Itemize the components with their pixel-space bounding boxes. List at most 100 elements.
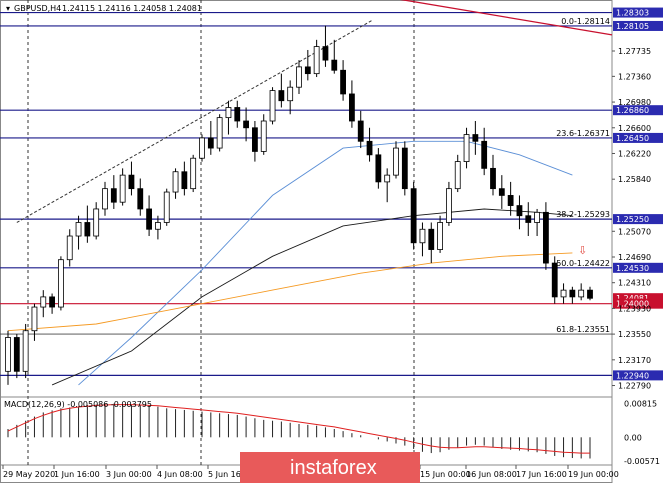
candle-body-59 [525,215,532,223]
candle-body-18 [163,191,170,223]
level-tag-4 [613,214,663,225]
candle-body-14 [128,174,135,190]
price-tick-7: 1.24690 [618,253,651,262]
candle-body-10 [93,208,100,237]
time-tick-7: 17 Jun 16:00 [516,470,567,479]
level-value-4: 1.25250 [616,215,649,224]
price-tick-10: 1.23550 [618,330,651,339]
candle-body-60 [534,211,540,223]
candle-body-49 [437,222,443,250]
price-tick-6: 1.25070 [618,227,651,236]
price-tick-12: 1.22790 [618,382,651,391]
candle-body-28 [252,127,258,152]
watermark-text: instaforex [290,457,377,479]
candle-body-4 [40,296,47,308]
candle-body-37 [331,59,338,71]
candle-body-42 [375,154,382,183]
candle-body-15 [137,188,144,210]
candle-body-30 [269,90,276,122]
candle-body-51 [454,161,461,190]
candle-body-8 [75,222,82,237]
candle-body-12 [110,188,117,203]
macd-panel [7,403,591,459]
time-tick-0: 29 May 2020 [3,470,55,479]
candle-body-24 [216,117,223,149]
candle-body-35 [313,46,320,75]
level-tag-7 [613,298,663,309]
candle-body-43 [384,174,391,183]
time-tick-1: 1 Jun 16:00 [54,470,100,479]
candle-body-57 [507,195,514,206]
watermark-bg [240,452,420,483]
candle-body-0 [5,337,11,372]
candle-body-53 [472,134,479,142]
candle-body-65 [578,289,585,298]
candle-body-7 [66,235,73,261]
candle-body-62 [551,262,558,298]
candle-body-46 [410,188,417,244]
level-tag-6 [613,293,663,304]
time-tick-6: 16 Jun 08:00 [466,470,517,479]
horizontal-levels: 1.28303 0.0-1.28114 1.28105 1.26860 23.6-1.2… [0,7,663,381]
candle-body-17 [155,222,161,230]
price-tick-4: 1.26220 [618,149,651,158]
candle-body-41 [366,140,373,156]
chart-header-symbol: GBPUSD,H4 [14,4,61,13]
level-tag-3 [613,132,663,143]
candle-body-19 [172,171,179,193]
level-value-5: 1.24530 [616,264,649,273]
moving-averages [7,140,573,386]
candle-body-54 [481,140,488,169]
dashed-trendline [16,19,373,223]
fib-label-4: 38.2-1.25293 [556,210,610,219]
candle-body-61 [543,211,549,264]
level-tag-5 [613,262,663,273]
candle-body-39 [349,93,355,122]
fib-label-5: 50.0-1.24422 [556,259,610,268]
level-tag-9 [613,370,663,381]
candle-body-27 [243,120,249,129]
candle-body-2 [22,330,29,372]
candle-body-21 [190,157,197,190]
candle-body-44 [393,147,399,176]
black-ma-line [51,208,573,386]
candle-body-6 [58,259,64,308]
blue-ma-line [78,140,573,386]
macd-signal-line [7,404,590,454]
macd-tick-1: 0.00 [624,433,642,442]
level-tag-0 [613,7,663,18]
candle-body-34 [304,66,311,75]
level-tag-2 [613,105,663,116]
macd-label: MACD(12,26,9) -0.005086 -0.003795 [4,400,152,409]
candles [5,25,593,385]
candle-body-63 [560,289,567,298]
candle-body-25 [225,107,232,119]
candle-body-26 [234,107,241,122]
level-value-0: 1.28303 [616,9,649,18]
candle-body-50 [446,188,452,223]
level-value-7: 1.24000 [616,300,649,309]
price-tick-2: 1.26980 [618,98,651,107]
candle-body-32 [287,86,294,102]
candle-body-13 [119,174,126,203]
price-tick-9: 1.23930 [618,304,651,313]
chart-header-ohlc: 1.24115 1.24116 1.24058 1.24081 [62,4,202,13]
candle-body-1 [13,337,20,372]
candle-body-36 [322,46,329,61]
candle-body-45 [401,147,408,190]
candle-body-47 [419,228,426,244]
level-value-2: 1.26860 [616,106,649,115]
price-tick-11: 1.23170 [618,356,651,365]
candle-body-29 [260,120,267,152]
level-value-1: 1.28105 [616,22,649,31]
candle-body-11 [102,188,108,210]
time-tick-5: 15 Jun 00:00 [420,470,471,479]
candle-body-20 [181,171,188,190]
candle-body-5 [49,296,55,308]
level-value-9: 1.22940 [616,371,649,380]
time-tick-4: 5 Jun 16:00 [208,470,254,479]
candle-body-66 [587,289,593,299]
time-tick-2: 3 Jun 00:00 [106,470,152,479]
